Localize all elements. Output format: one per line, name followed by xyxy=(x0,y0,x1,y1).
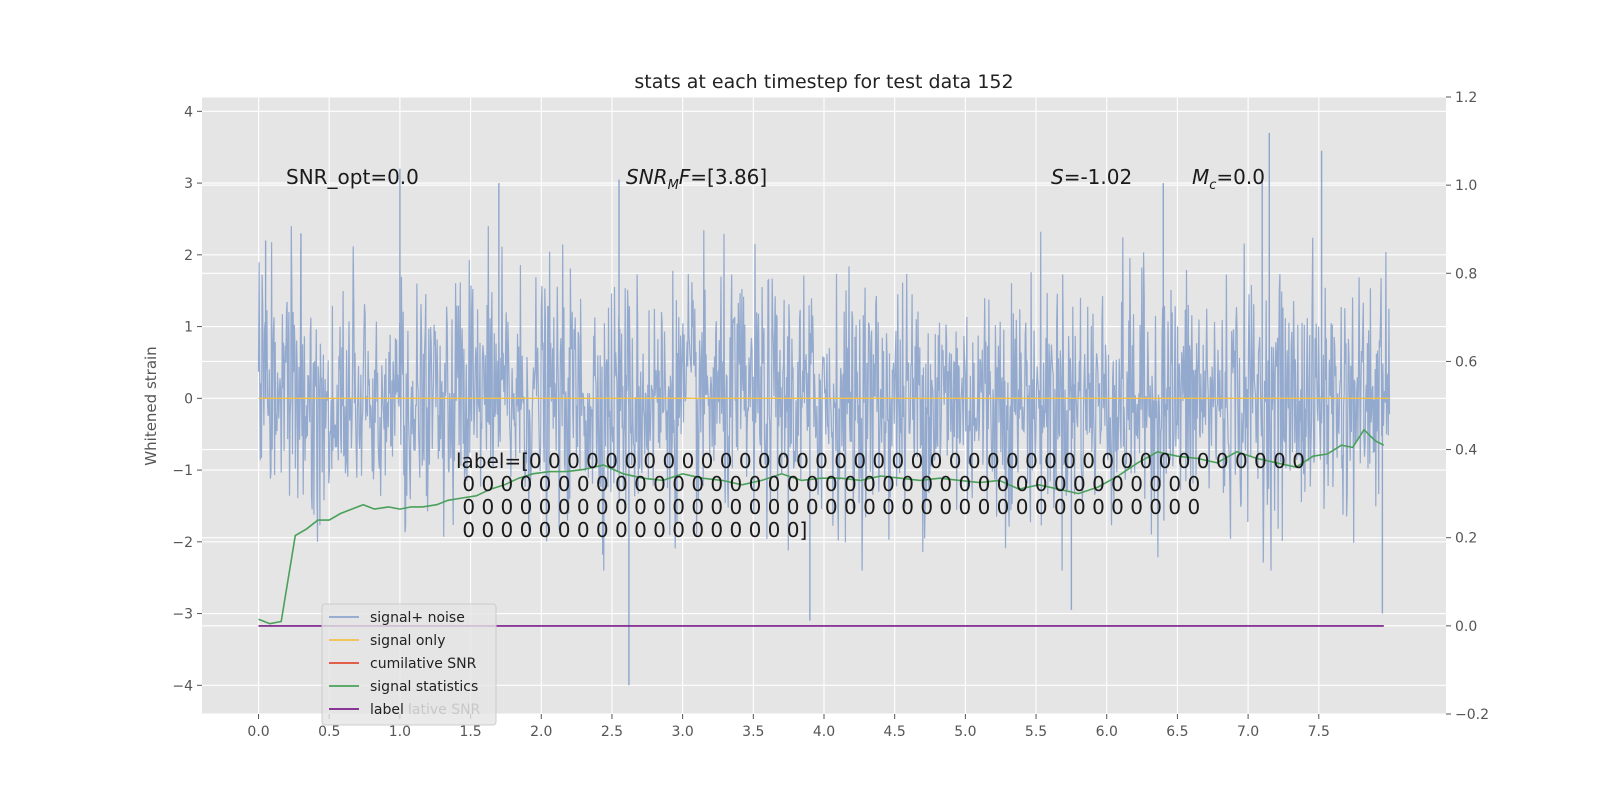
x-tick-label: 5.5 xyxy=(1025,724,1047,740)
y-tick-label: −1 xyxy=(172,463,193,479)
x-tick-label: 2.5 xyxy=(601,724,623,740)
legend-overlap-text: lative SNR xyxy=(408,702,481,718)
y-axis-label: Whitened strain xyxy=(142,346,160,465)
x-tick-label: 7.0 xyxy=(1237,724,1259,740)
x-tick-label: 3.5 xyxy=(742,724,764,740)
label-array-line-4: 0 0 0 0 0 0 0 0 0 0 0 0 0 0 0 0 0 0] xyxy=(456,518,807,542)
y-tick-label: −2 xyxy=(172,535,193,551)
x-tick-label: 6.5 xyxy=(1166,724,1188,740)
y-tick-label: −3 xyxy=(172,607,193,623)
x-tick-label: 0.5 xyxy=(318,724,340,740)
y2-tick-label: 1.0 xyxy=(1455,178,1477,194)
x-tick-label: 5.0 xyxy=(954,724,976,740)
series-signal-statistics xyxy=(258,428,1385,625)
y-tick-label: 2 xyxy=(184,248,193,264)
y2-tick-label: −0.2 xyxy=(1455,707,1489,723)
series-signal-noise xyxy=(257,132,1391,686)
y-axis-ticks: −4 −3 −2 −1 0 1 2 3 4 xyxy=(172,104,202,694)
y2-axis-ticks: −0.2 0.0 0.2 0.4 0.6 0.8 1.0 1.2 xyxy=(1446,90,1489,723)
y2-tick-label: 0.0 xyxy=(1455,619,1477,635)
annotation-snr-mf: SNRMF=[3.86] xyxy=(626,165,767,193)
label-array-line-2: 0 0 0 0 0 0 0 0 0 0 0 0 0 0 0 0 0 0 0 0 … xyxy=(456,472,1200,496)
y2-tick-label: 0.4 xyxy=(1455,443,1477,459)
x-tick-label: 1.5 xyxy=(459,724,481,740)
x-tick-label: 2.0 xyxy=(530,724,552,740)
signal-noise-line xyxy=(257,226,1391,571)
annotation-s: S=-1.02 xyxy=(1051,165,1132,189)
y2-tick-label: 0.2 xyxy=(1455,531,1477,547)
y-tick-label: −4 xyxy=(172,678,193,694)
x-tick-label: 1.0 xyxy=(389,724,411,740)
legend-label: signal only xyxy=(370,633,445,649)
y-tick-label: 0 xyxy=(184,391,193,407)
x-tick-label: 0.0 xyxy=(247,724,269,740)
x-tick-label: 4.0 xyxy=(813,724,835,740)
y2-tick-label: 1.2 xyxy=(1455,90,1477,106)
chart-title: stats at each timestep for test data 152 xyxy=(634,71,1013,93)
y-tick-label: 3 xyxy=(184,176,193,192)
y2-tick-label: 0.8 xyxy=(1455,266,1477,282)
legend-label: label xyxy=(370,702,404,718)
x-axis-ticks: 0.0 0.5 1.0 1.5 2.0 2.5 3.0 3.5 4.0 4.5 5.0 5.5 6.0 6… xyxy=(247,714,1330,740)
y2-tick-label: 0.6 xyxy=(1455,354,1477,370)
legend: lative SNR signal+ noise signal only cumil… xyxy=(321,603,497,726)
x-tick-label: 7.5 xyxy=(1308,724,1330,740)
label-array-line-1: label=[0 0 0 0 0 0 0 0 0 0 0 0 0 0 0 0 0… xyxy=(456,449,1305,473)
x-tick-label: 3.0 xyxy=(672,724,694,740)
annotation-snr-opt: SNR_opt=0.0 xyxy=(286,165,419,189)
legend-label: signal+ noise xyxy=(370,610,465,626)
legend-box xyxy=(321,603,497,726)
legend-label: signal statistics xyxy=(370,679,478,695)
x-tick-label: 4.5 xyxy=(884,724,906,740)
annotation-mc: Mc=0.0 xyxy=(1192,165,1265,193)
label-array-line-3: 0 0 0 0 0 0 0 0 0 0 0 0 0 0 0 0 0 0 0 0 … xyxy=(456,495,1200,519)
y-tick-label: 1 xyxy=(184,320,193,336)
x-tick-label: 6.0 xyxy=(1096,724,1118,740)
y-tick-label: 4 xyxy=(184,104,193,120)
legend-label: cumilative SNR xyxy=(370,656,477,672)
